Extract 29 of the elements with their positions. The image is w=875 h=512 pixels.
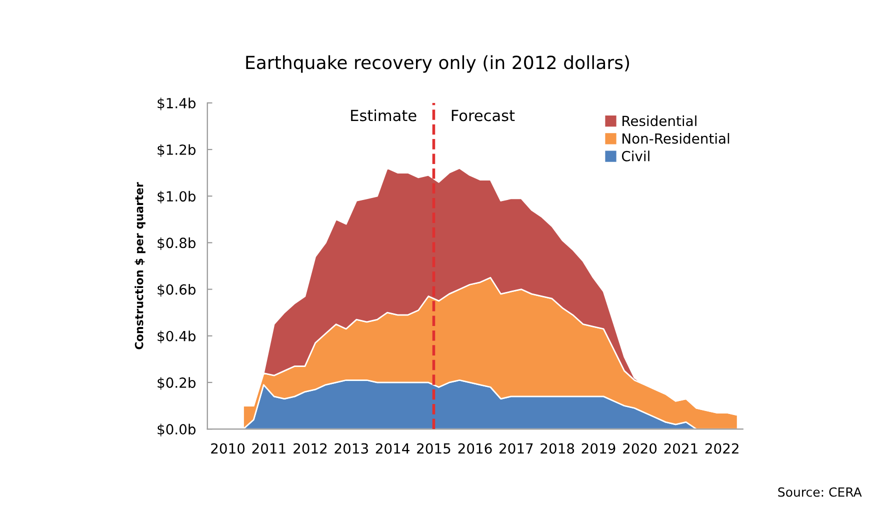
x-tick-label: 2020 xyxy=(623,443,657,454)
x-tick-label: 2011 xyxy=(252,443,286,454)
y-tick-label: $1.0b xyxy=(158,190,196,204)
y-tick-label: $0.6b xyxy=(158,284,196,297)
y-tick-label: $1.2b xyxy=(158,144,196,157)
source-note: Source: CERA xyxy=(778,487,862,497)
x-tick-label: 2019 xyxy=(582,443,616,454)
y-tick-label: $1.4b xyxy=(158,98,196,110)
x-tick-label: 2015 xyxy=(417,443,450,454)
y-axis-title: Construction $ per quarter xyxy=(134,182,146,350)
x-tick-label: 2013 xyxy=(334,443,368,454)
legend-label: Non-Residential xyxy=(622,133,730,144)
x-tick-label: 2016 xyxy=(458,443,492,454)
annotation: Forecast xyxy=(452,110,515,122)
legend-label: Civil xyxy=(622,150,650,162)
x-tick-label: 2017 xyxy=(500,443,533,454)
annotation: Estimate xyxy=(351,109,416,122)
y-tick-label: $0.2b xyxy=(158,377,196,390)
chart-title: Earthquake recovery only (in 2012 dollars) xyxy=(246,55,630,73)
x-tick-label: 2022 xyxy=(705,443,738,454)
x-tick-label: 2018 xyxy=(540,443,574,454)
x-tick-label: 2012 xyxy=(294,443,327,454)
y-tick-label: $0.0b xyxy=(158,424,196,436)
x-tick-label: 2021 xyxy=(664,443,698,454)
x-tick-label: 2010 xyxy=(211,443,245,454)
y-tick-label: $0.4b xyxy=(158,330,196,344)
x-tick-label: 2014 xyxy=(376,443,410,454)
y-tick-label: $0.8b xyxy=(158,237,196,250)
legend-label: Residential xyxy=(622,115,696,126)
